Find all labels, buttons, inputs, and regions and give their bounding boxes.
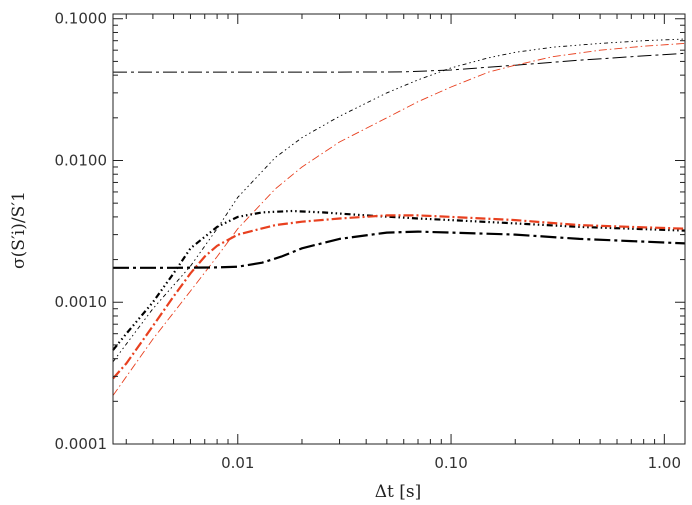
series-line-6 <box>113 230 686 269</box>
y-tick-label: 0.0100 <box>55 151 108 169</box>
x-axis-label: Δt [s] <box>375 482 422 502</box>
x-tick-label: 0.10 <box>434 454 467 472</box>
series-layer <box>112 38 686 396</box>
y-tick-label: 0.0001 <box>55 435 108 453</box>
series-line-5 <box>112 214 686 380</box>
y-tick-label: 0.0010 <box>55 293 108 311</box>
label-layer: 0.01 0.10 1.00 0.0001 0.0010 0.0100 0.1000 <box>55 10 682 472</box>
y-tick-label: 0.1000 <box>55 10 108 28</box>
tick-layer <box>113 14 685 445</box>
series-line-2 <box>112 38 686 363</box>
series-line-4 <box>112 209 686 351</box>
x-tick-label: 1.00 <box>648 454 681 472</box>
series-line-1 <box>113 52 686 73</box>
plot-frame <box>112 13 686 445</box>
x-tick-label: 0.01 <box>221 454 254 472</box>
series-line-3 <box>112 42 686 396</box>
y-axis-label: σ(S′i)/S′1 <box>9 191 29 269</box>
